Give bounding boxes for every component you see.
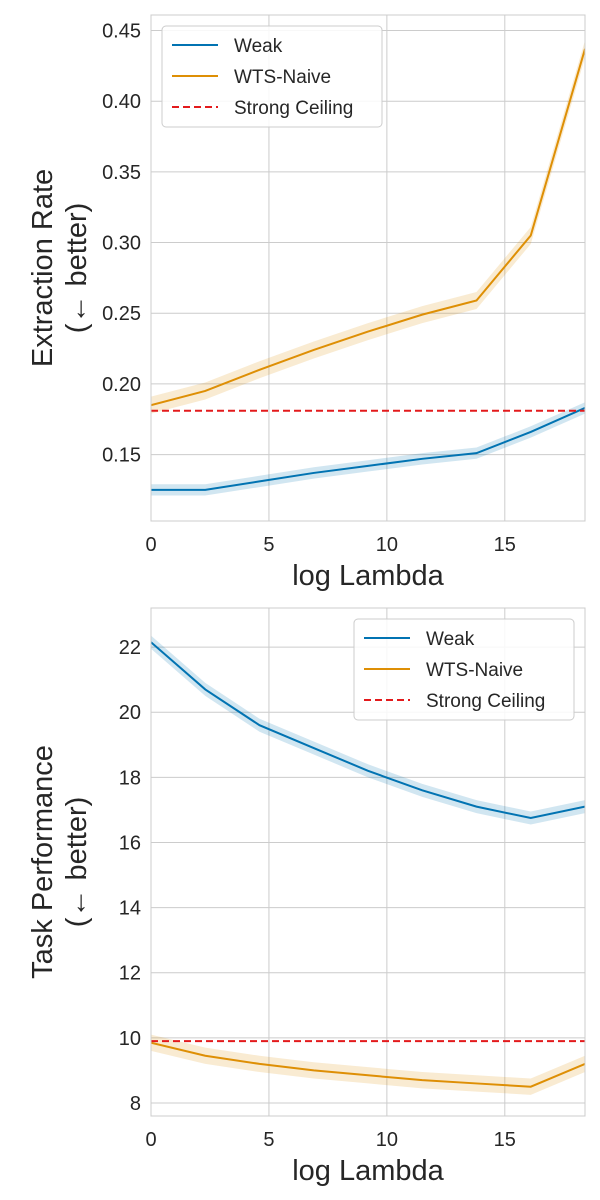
- legend-label-wts-naive: WTS-Naive: [426, 660, 523, 681]
- y-axis-title-line: Task Performance: [27, 745, 59, 979]
- legend-box: [161, 25, 383, 128]
- y-tick-label: 0.25: [102, 303, 141, 325]
- x-tick-label: 5: [263, 534, 274, 556]
- legend-box: [353, 618, 575, 721]
- y-tick-label: 16: [119, 832, 141, 854]
- y-axis-title-line: (← better): [61, 797, 93, 928]
- y-tick-label: 18: [119, 767, 141, 789]
- legend-label-weak: Weak: [234, 36, 283, 57]
- y-tick-label: 20: [119, 702, 141, 724]
- y-tick-label: 0.20: [102, 374, 141, 396]
- x-tick-label: 15: [494, 1129, 516, 1151]
- legend-label-strong-ceiling: Strong Ceiling: [234, 98, 353, 119]
- weak-line: [151, 641, 585, 820]
- legend-label-weak: Weak: [426, 629, 475, 650]
- chart-panel-2: 0 5 10 15 8 10 12 14 16 18 20 22 log Lambda Task Perf…: [27, 607, 586, 1187]
- y-axis-title: Extraction Rate(← better): [27, 169, 93, 367]
- legend: Weak WTS-Naive Strong Ceiling: [161, 25, 383, 128]
- y-axis-title-line: (← better): [61, 203, 93, 334]
- y-tick-label: 0.15: [102, 445, 141, 467]
- y-axis-title: Task Performance(← better): [27, 745, 93, 979]
- x-tick-label: 10: [376, 1129, 398, 1151]
- plot-area: [151, 40, 585, 496]
- y-tick-label: 0.40: [102, 91, 141, 113]
- x-axis-title: log Lambda: [292, 560, 444, 592]
- y-tick-label: 0.45: [102, 21, 141, 43]
- legend-label-strong-ceiling: Strong Ceiling: [426, 691, 545, 712]
- weak-line: [151, 407, 585, 491]
- x-tick-label: 0: [145, 1129, 156, 1151]
- x-axis-title: log Lambda: [292, 1155, 444, 1187]
- axes-frame: [150, 607, 586, 1117]
- y-tick-label: 12: [119, 963, 141, 985]
- legend-label-wts-naive: WTS-Naive: [234, 67, 331, 88]
- x-tick-label: 5: [263, 1129, 274, 1151]
- legend: Weak WTS-Naive Strong Ceiling: [353, 618, 575, 721]
- wts-naive-confidence-band: [151, 40, 585, 414]
- chart-panel-1: 0 5 10 15 0.15 0.20 0.25 0.30 0.35 0.40 0.45 log La…: [27, 14, 586, 592]
- weak-confidence-band: [151, 402, 585, 496]
- wts-naive-line: [151, 48, 585, 407]
- x-tick-label: 0: [145, 534, 156, 556]
- wts-naive-confidence-band: [151, 1034, 585, 1095]
- wts-naive-line: [151, 1041, 585, 1088]
- x-tick-label: 10: [376, 534, 398, 556]
- y-tick-label: 10: [119, 1028, 141, 1050]
- y-tick-label: 14: [119, 898, 141, 920]
- y-tick-label: 22: [119, 637, 141, 659]
- y-axis-title-line: Extraction Rate: [27, 169, 59, 367]
- plot-area: [151, 635, 585, 1095]
- y-tick-label: 8: [130, 1093, 141, 1115]
- y-tick-label: 0.35: [102, 162, 141, 184]
- x-tick-label: 15: [494, 534, 516, 556]
- y-tick-label: 0.30: [102, 233, 141, 255]
- axes-frame: [150, 14, 586, 522]
